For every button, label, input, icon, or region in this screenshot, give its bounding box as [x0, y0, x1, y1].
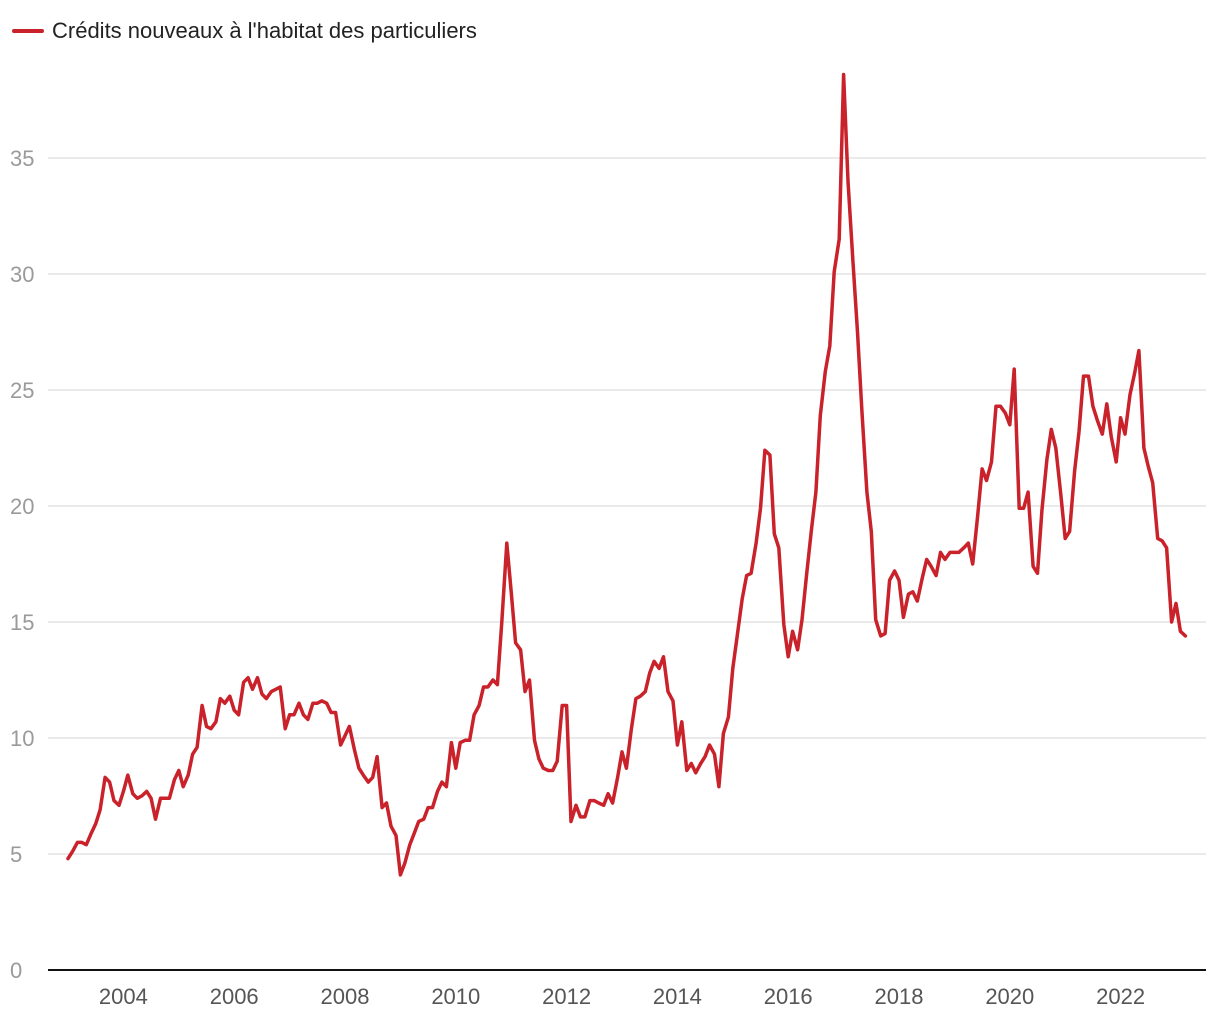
x-axis-ticks: 2004 2006 2008 2010 2012 2014 2016 2018 2020 2022 [99, 984, 1145, 1009]
y-tick-label: 20 [10, 494, 34, 519]
y-tick-label: 0 [10, 958, 22, 983]
y-tick-label: 10 [10, 726, 34, 751]
y-tick-label: 35 [10, 146, 34, 171]
x-tick-label: 2018 [875, 984, 924, 1009]
y-tick-label: 15 [10, 610, 34, 635]
series-layer [66, 72, 1188, 877]
series-line-0 [66, 72, 1188, 877]
y-tick-label: 5 [10, 842, 22, 867]
y-tick-label: 30 [10, 262, 34, 287]
y-tick-label: 25 [10, 378, 34, 403]
x-tick-label: 2012 [542, 984, 591, 1009]
x-tick-label: 2010 [431, 984, 480, 1009]
legend-swatch [12, 29, 44, 33]
x-tick-label: 2008 [321, 984, 370, 1009]
x-tick-label: 2016 [764, 984, 813, 1009]
grid-lines [48, 157, 1206, 855]
x-tick-label: 2004 [99, 984, 148, 1009]
legend: Crédits nouveaux à l'habitat des particu… [12, 18, 477, 44]
legend-label: Crédits nouveaux à l'habitat des particu… [52, 18, 477, 43]
y-axis-ticks: 0 5 10 15 20 25 30 35 [10, 146, 34, 983]
x-tick-label: 2014 [653, 984, 702, 1009]
x-tick-label: 2006 [210, 984, 259, 1009]
x-tick-label: 2020 [985, 984, 1034, 1009]
x-tick-label: 2022 [1096, 984, 1145, 1009]
